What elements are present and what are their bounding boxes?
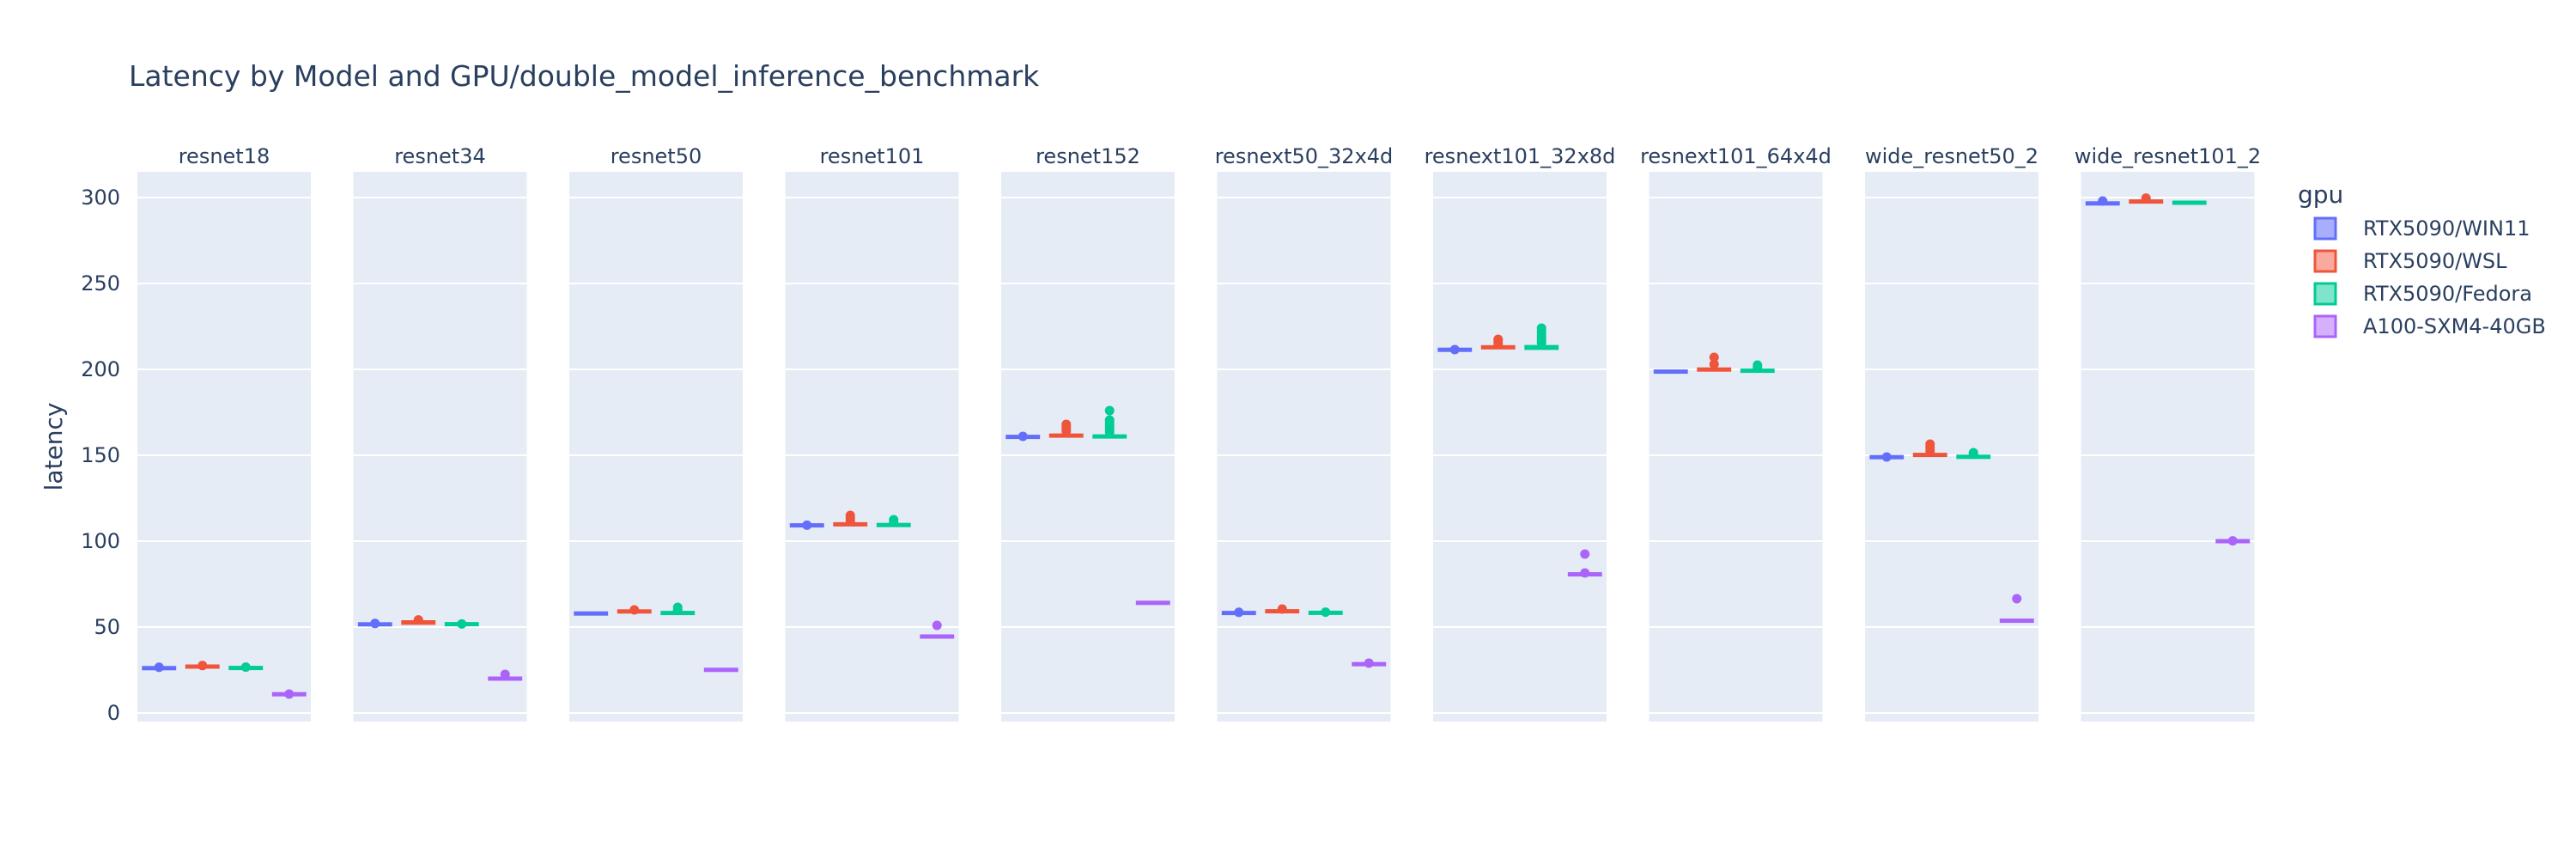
outlier-point (2227, 536, 2238, 546)
y-tick-label: 0 (107, 701, 120, 725)
legend-swatch (2313, 282, 2337, 306)
legend-item-rtx5090-win11[interactable]: RTX5090/WIN11 (2313, 216, 2530, 241)
outlier-point (1493, 334, 1504, 344)
outlier-point (500, 669, 510, 679)
outlier-point (932, 620, 942, 631)
facet-panel-background (2081, 172, 2255, 722)
facet-panel-background (353, 172, 527, 722)
legend-label: A100-SXM4-40GB (2363, 314, 2546, 338)
legend-swatch (2313, 249, 2337, 273)
outlier-point (197, 661, 208, 671)
facet-label: resnext50_32x4d (1215, 144, 1394, 168)
facet-label: resnet34 (394, 144, 486, 168)
facet-panel-background (1217, 172, 1391, 722)
facet-label: resnet152 (1036, 144, 1140, 168)
legend-swatch (2313, 216, 2337, 241)
outlier-point (284, 689, 295, 699)
facet-label: resnet50 (611, 144, 702, 168)
facet-label: resnext101_64x4d (1640, 144, 1832, 168)
outlier-point (1580, 568, 1590, 578)
legend-label: RTX5090/WIN11 (2363, 216, 2530, 241)
outlier-point (1234, 607, 1244, 618)
outlier-point (1925, 439, 1935, 449)
plot-area: 0 50 100 150 200 250 300 resnet18 resnet34 resnet… (81, 144, 2261, 725)
y-axis-title: latency (39, 403, 68, 491)
legend[interactable]: gpu RTX5090/WIN11 RTX5090/WSL RTX5090/Fedo… (2298, 180, 2546, 338)
facet-resnet18: resnet18 (137, 144, 311, 722)
outlier-point (845, 510, 855, 521)
outlier-point (2012, 594, 2022, 604)
facet-resnext101_32x8d: resnext101_32x8d (1425, 144, 1616, 722)
outlier-point (1277, 604, 1287, 614)
facet-label: wide_resnet50_2 (1865, 144, 2038, 168)
facet-label: resnet18 (179, 144, 270, 168)
y-tick-label: 150 (81, 443, 120, 467)
outlier-point (1321, 607, 1331, 618)
legend-label: RTX5090/Fedora (2363, 282, 2532, 306)
facet-panel-background (569, 172, 743, 722)
facet-resnext50_32x4d: resnext50_32x4d (1215, 144, 1394, 722)
y-tick-label: 250 (81, 271, 120, 295)
chart-title: Latency by Model and GPU/double_model_in… (129, 59, 1040, 93)
outlier-point (1709, 352, 1719, 362)
facet-resnet101: resnet101 (785, 144, 959, 722)
facet-wide_resnet50_2: wide_resnet50_2 (1865, 144, 2038, 722)
outlier-point (1968, 448, 1978, 458)
facet-label: resnet101 (820, 144, 925, 168)
facet-panel-background (1433, 172, 1607, 722)
y-tick-label: 50 (94, 615, 120, 639)
outlier-point (240, 662, 251, 673)
facet-label: wide_resnet101_2 (2075, 144, 2261, 168)
y-tick-label: 200 (81, 357, 120, 381)
outlier-point (154, 662, 164, 673)
legend-swatch (2313, 314, 2337, 338)
facet-label: resnext101_32x8d (1425, 144, 1616, 168)
outlier-point (1709, 359, 1719, 369)
outlier-point (672, 602, 683, 612)
outlier-point (802, 520, 812, 530)
outlier-point (629, 605, 640, 615)
outlier-point (1753, 360, 1763, 370)
legend-item-rtx5090-wsl[interactable]: RTX5090/WSL (2313, 249, 2507, 273)
outlier-point (889, 515, 899, 525)
y-tick-label: 100 (81, 529, 120, 553)
outlier-point (370, 618, 380, 629)
outlier-point (1104, 405, 1115, 416)
outlier-point (1881, 452, 1892, 462)
facet-panel-background (1649, 172, 1823, 722)
legend-label: RTX5090/WSL (2363, 249, 2507, 273)
facet-panel-background (1001, 172, 1175, 722)
outlier-point (1018, 431, 1028, 442)
outlier-point (2141, 193, 2151, 204)
facet-panel-background (137, 172, 311, 722)
outlier-point (1580, 549, 1590, 559)
y-tick-label: 300 (81, 186, 120, 210)
outlier-point (1449, 344, 1460, 355)
outlier-point (1536, 323, 1546, 333)
facet-panel-background (785, 172, 959, 722)
outlier-point (1104, 415, 1115, 425)
facet-wide_resnet101_2: wide_resnet101_2 (2075, 144, 2261, 722)
legend-item-a100-sxm4-40gb[interactable]: A100-SXM4-40GB (2313, 314, 2546, 338)
facet-resnext101_64x4d: resnext101_64x4d (1640, 144, 1832, 722)
facet-resnet50: resnet50 (569, 144, 743, 722)
facet-resnet152: resnet152 (1001, 144, 1175, 722)
facet-panel-background (1865, 172, 2038, 722)
outlier-point (1364, 658, 1374, 668)
outlier-point (457, 618, 467, 629)
outlier-point (2098, 196, 2108, 206)
facet-resnet34: resnet34 (353, 144, 527, 722)
legend-title: gpu (2298, 180, 2343, 209)
outlier-point (1061, 419, 1072, 430)
legend-item-rtx5090-fedora[interactable]: RTX5090/Fedora (2313, 282, 2532, 306)
outlier-point (413, 615, 423, 625)
